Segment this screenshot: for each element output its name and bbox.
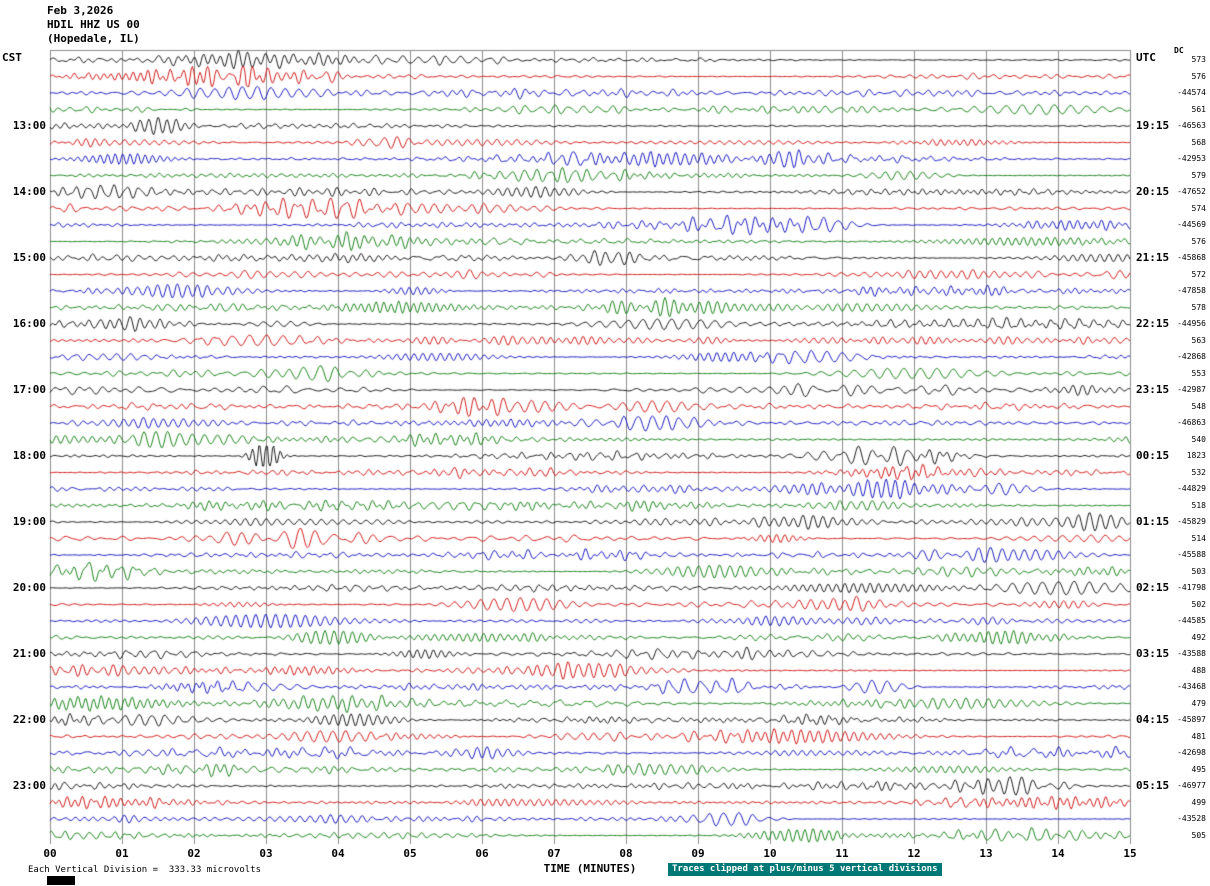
scale-note: Each Vertical Division = 333.33 microvol… xyxy=(28,865,261,875)
x-tick-label: 14 xyxy=(1051,847,1065,860)
dc-offset-value: -44574 xyxy=(1177,88,1206,97)
cst-hour-label: 18:00 xyxy=(12,449,46,462)
cst-hour-label: 13:00 xyxy=(12,119,46,132)
dc-offset-value: -45868 xyxy=(1177,253,1206,262)
utc-hour-label: 05:15 xyxy=(1136,779,1170,792)
dc-offset-value: -43528 xyxy=(1177,814,1206,823)
dc-offset-value: 518 xyxy=(1191,500,1206,510)
record-date: Feb 3,2026 xyxy=(47,4,114,17)
dc-offset-value: 576 xyxy=(1191,236,1206,246)
x-tick-label: 15 xyxy=(1123,847,1137,860)
cst-hour-label: 15:00 xyxy=(12,251,46,264)
utc-hour-label: 01:15 xyxy=(1136,515,1170,528)
dc-offset-value: 561 xyxy=(1191,104,1206,114)
dc-offset-value: -45829 xyxy=(1177,517,1206,526)
dc-offset-value: -45897 xyxy=(1177,715,1206,724)
x-tick-label: 06 xyxy=(475,847,489,860)
x-tick-label: 03 xyxy=(259,847,273,860)
x-tick-label: 01 xyxy=(115,847,129,860)
cst-hour-label: 19:00 xyxy=(12,515,46,528)
dc-offset-value: -47652 xyxy=(1177,187,1206,196)
dc-offset-value: -46563 xyxy=(1177,121,1206,130)
cst-hour-label: 23:00 xyxy=(12,779,46,792)
dc-offset-value: 548 xyxy=(1191,401,1206,411)
dc-offset-value: -46863 xyxy=(1177,418,1206,427)
x-tick-label: 11 xyxy=(835,847,849,860)
dc-offset-value: 553 xyxy=(1191,368,1206,378)
dc-offset-value: -44585 xyxy=(1177,616,1206,625)
dc-offset-value: -43468 xyxy=(1177,682,1206,691)
cst-hour-label: 21:00 xyxy=(12,647,46,660)
dc-offset-value: -44956 xyxy=(1177,319,1206,328)
utc-column-header: UTC xyxy=(1136,51,1156,64)
cst-hour-label: 16:00 xyxy=(12,317,46,330)
station-id: HDIL HHZ US 00 xyxy=(47,18,140,31)
x-axis-title: TIME (MINUTES) xyxy=(543,862,637,875)
dc-offset-value: 492 xyxy=(1191,632,1206,642)
x-tick-label: 13 xyxy=(979,847,993,860)
dc-offset-value: 488 xyxy=(1191,665,1206,675)
cst-hour-label: 20:00 xyxy=(12,581,46,594)
dc-offset-value: 479 xyxy=(1191,698,1206,708)
x-tick-label: 04 xyxy=(331,847,345,860)
dc-offset-value: -42987 xyxy=(1177,385,1206,394)
cst-hour-label: 17:00 xyxy=(12,383,46,396)
dc-offset-value: -46977 xyxy=(1177,781,1206,790)
dc-offset-value: 572 xyxy=(1191,269,1206,279)
dc-offset-value: 495 xyxy=(1191,764,1206,774)
dc-offset-value: -42868 xyxy=(1177,352,1206,361)
utc-hour-label: 03:15 xyxy=(1136,647,1170,660)
x-tick-label: 09 xyxy=(691,847,705,860)
dc-offset-value: 532 xyxy=(1191,467,1206,477)
dc-offset-value: 1823 xyxy=(1186,451,1206,460)
dc-offset-value: 574 xyxy=(1191,203,1206,213)
dc-offset-value: 481 xyxy=(1191,731,1206,741)
dc-offset-value: 579 xyxy=(1191,170,1206,180)
cst-hour-label: 22:00 xyxy=(12,713,46,726)
utc-hour-label: 19:15 xyxy=(1136,119,1170,132)
x-tick-label: 08 xyxy=(619,847,633,860)
dc-offset-value: -42698 xyxy=(1177,748,1206,757)
dc-offset-value: 573 xyxy=(1191,55,1206,64)
utc-hour-label: 02:15 xyxy=(1136,581,1170,594)
x-tick-label: 07 xyxy=(547,847,561,860)
dc-offset-value: -43588 xyxy=(1177,649,1206,658)
dc-offset-value: 502 xyxy=(1191,599,1206,609)
utc-hour-label: 20:15 xyxy=(1136,185,1170,198)
dc-offset-value: 540 xyxy=(1191,434,1206,444)
utc-hour-label: 22:15 xyxy=(1136,317,1170,330)
cst-hour-label: 14:00 xyxy=(12,185,46,198)
dc-offset-value: 576 xyxy=(1191,71,1206,81)
x-tick-label: 05 xyxy=(403,847,417,860)
dc-offset-value: 568 xyxy=(1191,137,1206,147)
utc-hour-label: 21:15 xyxy=(1136,251,1170,264)
dc-column-header: DC xyxy=(1174,46,1184,55)
dc-offset-value: -44829 xyxy=(1177,484,1206,493)
dc-offset-value: 503 xyxy=(1191,566,1206,576)
dc-offset-value: -42953 xyxy=(1177,154,1206,163)
dc-offset-value: -41798 xyxy=(1177,583,1206,592)
clip-note: Traces clipped at plus/minus 5 vertical … xyxy=(668,863,942,876)
dc-offset-value: 505 xyxy=(1191,830,1206,840)
footer-marker-box xyxy=(47,876,75,885)
station-location: (Hopedale, IL) xyxy=(47,32,140,45)
x-tick-label: 02 xyxy=(187,847,201,860)
dc-offset-value: -44569 xyxy=(1177,220,1206,229)
x-tick-label: 10 xyxy=(763,847,777,860)
dc-offset-value: 499 xyxy=(1191,797,1206,807)
x-tick-label: 00 xyxy=(43,847,57,860)
dc-offset-value: 563 xyxy=(1191,335,1206,345)
dc-offset-value: 514 xyxy=(1191,533,1206,543)
cst-column-header: CST xyxy=(2,51,22,64)
utc-hour-label: 04:15 xyxy=(1136,713,1170,726)
dc-offset-value: 578 xyxy=(1191,302,1206,312)
dc-offset-value: -47858 xyxy=(1177,286,1206,295)
utc-hour-label: 23:15 xyxy=(1136,383,1170,396)
utc-hour-label: 00:15 xyxy=(1136,449,1170,462)
dc-offset-value: -45588 xyxy=(1177,550,1206,559)
x-tick-label: 12 xyxy=(907,847,921,860)
